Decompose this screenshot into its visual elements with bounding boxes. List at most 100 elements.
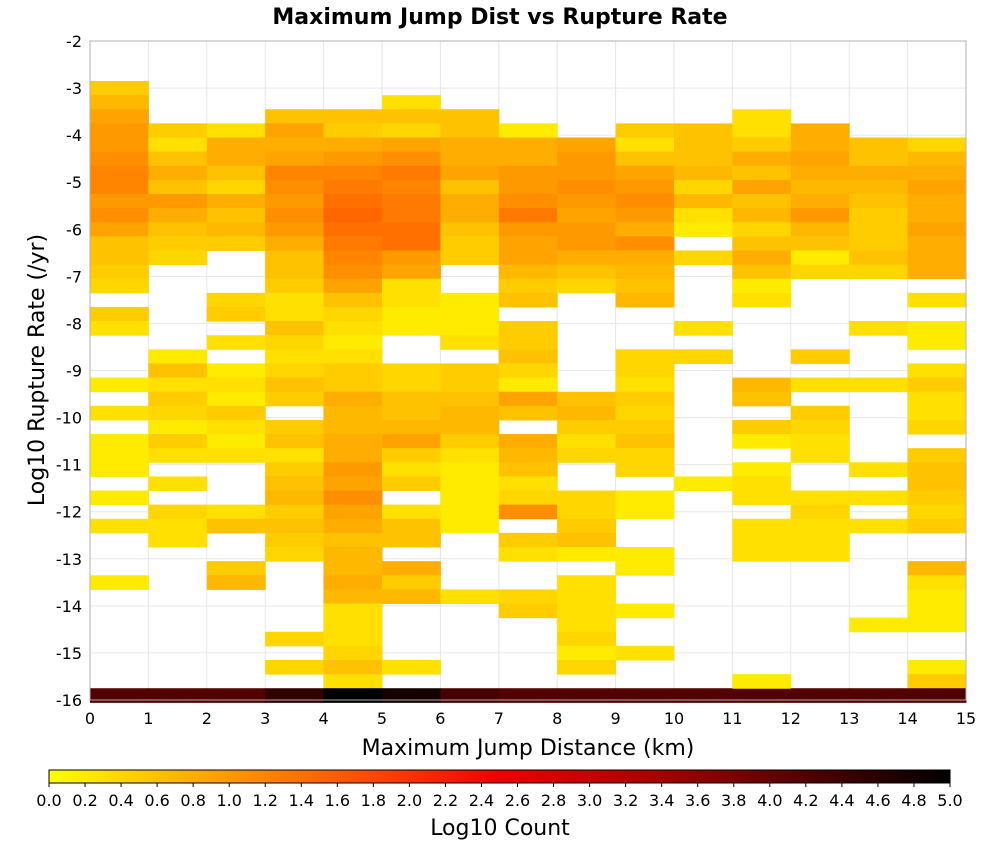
heatmap-cell	[557, 236, 617, 251]
heatmap-cell	[849, 617, 909, 633]
heatmap-cell	[323, 688, 383, 703]
heatmap-cell	[498, 504, 558, 520]
heatmap-cell	[440, 377, 500, 393]
x-tick-label: 2	[202, 709, 212, 728]
heatmap-cell	[90, 278, 149, 294]
heatmap-cell	[907, 151, 967, 167]
heatmap-cell	[615, 222, 675, 237]
heatmap-cell	[323, 278, 383, 294]
heatmap-cell	[732, 518, 792, 534]
heatmap-cell	[323, 434, 383, 449]
heatmap-cell	[206, 504, 266, 520]
heatmap-cell	[323, 518, 383, 534]
heatmap-cell	[265, 151, 325, 167]
heatmap-cell	[557, 391, 617, 407]
heatmap-cell	[498, 532, 558, 548]
heatmap-cell	[498, 208, 558, 223]
y-tick-label: -16	[56, 691, 82, 710]
heatmap-cell	[790, 405, 850, 421]
heatmap-cell	[849, 151, 909, 167]
heatmap-cell	[90, 518, 149, 534]
heatmap-cell	[615, 603, 675, 619]
heatmap-cell	[323, 561, 383, 576]
y-tick-label: -15	[56, 644, 82, 663]
heatmap-cell	[790, 532, 850, 548]
heatmap-cell	[265, 688, 325, 703]
heatmap-cell	[440, 292, 500, 308]
heatmap-cell	[498, 151, 558, 167]
colorbar-tick-label: 1.0	[216, 791, 241, 810]
heatmap-cell	[382, 391, 441, 407]
heatmap-cell	[907, 292, 967, 308]
heatmap-cell	[323, 504, 383, 520]
heatmap-cell	[498, 222, 558, 237]
x-tick-label: 11	[722, 709, 742, 728]
heatmap-cell	[265, 250, 325, 266]
heatmap-cell	[674, 250, 733, 266]
y-axis-ticks: -2 -3 -4 -5 -6 -7 -8 -9 -10 -11 -12 -13 -14 -15 -16	[56, 32, 82, 710]
heatmap-cell	[148, 193, 208, 209]
heatmap-cell	[907, 561, 967, 576]
colorbar-tick-label: 2.6	[505, 791, 530, 810]
heatmap-cell	[732, 532, 792, 548]
heatmap-cell	[206, 688, 266, 703]
heatmap-cell	[206, 137, 266, 153]
plot-border	[89, 40, 967, 701]
heatmap-cell	[382, 476, 441, 492]
colorbar-tick-label: 1.4	[289, 791, 314, 810]
heatmap-cell	[90, 306, 149, 322]
heatmap-cell	[323, 462, 383, 477]
heatmap-cell	[440, 123, 500, 138]
heatmap-cell	[323, 490, 383, 506]
heatmap-cell	[615, 278, 675, 294]
heatmap-cell	[849, 236, 909, 251]
heatmap-cell	[498, 603, 558, 619]
heatmap-cell	[615, 179, 675, 195]
heatmap-cell	[849, 250, 909, 266]
x-tick-label: 0	[85, 709, 95, 728]
heatmap-cell	[498, 377, 558, 393]
heatmap-cell	[615, 504, 675, 520]
heatmap-cell	[907, 589, 967, 605]
heatmap-cell	[732, 222, 792, 237]
heatmap-cell	[440, 490, 500, 506]
heatmap-cell	[382, 659, 441, 675]
heatmap-cell	[440, 391, 500, 407]
heatmap-cell	[206, 208, 266, 223]
heatmap-cell	[382, 532, 441, 548]
heatmap-cell	[907, 688, 967, 703]
heatmap-cell	[557, 617, 617, 633]
heatmap-cell	[148, 236, 208, 251]
heatmap-cell	[382, 589, 441, 605]
heatmap-cell	[265, 208, 325, 223]
heatmap-cell	[206, 575, 266, 590]
heatmap-cell	[90, 208, 149, 223]
heatmap-cell	[382, 222, 441, 237]
heatmap-cell	[498, 490, 558, 506]
heatmap-cell	[557, 532, 617, 548]
heatmap-cell	[206, 165, 266, 181]
x-tick-label: 7	[494, 709, 504, 728]
heatmap-cell	[732, 109, 792, 124]
heatmap-cell	[440, 193, 500, 209]
heatmap-cell	[674, 193, 733, 209]
heatmap-cell	[265, 547, 325, 562]
heatmap-cell	[790, 179, 850, 195]
heatmap-cell	[382, 193, 441, 209]
heatmap-cell	[265, 377, 325, 393]
x-tick-label: 12	[781, 709, 801, 728]
heatmap-cell	[498, 391, 558, 407]
heatmap-cell	[90, 236, 149, 251]
heatmap-cell	[206, 179, 266, 195]
heatmap-cell	[790, 250, 850, 266]
heatmap-cell	[849, 208, 909, 223]
heatmap-cell	[557, 490, 617, 506]
heatmap-cell	[498, 264, 558, 280]
heatmap-cell	[790, 349, 850, 364]
heatmap-cell	[323, 306, 383, 322]
heatmap-cell	[148, 222, 208, 237]
heatmap-cell	[907, 603, 967, 619]
heatmap-cell	[849, 137, 909, 153]
heatmap-cell	[440, 165, 500, 181]
colorbar	[48, 769, 951, 784]
